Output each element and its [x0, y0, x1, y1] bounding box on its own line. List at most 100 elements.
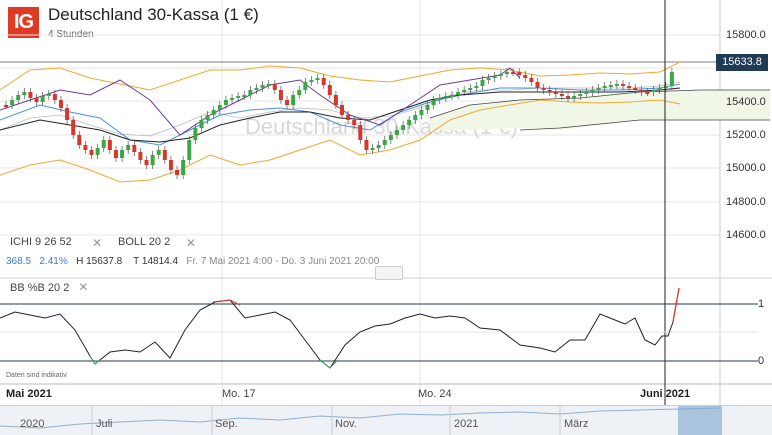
candle-body — [529, 78, 534, 82]
candle-body — [572, 96, 577, 98]
candle-body — [58, 100, 63, 108]
candle-body — [364, 140, 369, 150]
price-tick: 14600.0 — [726, 229, 766, 241]
candle-body — [175, 170, 180, 175]
candle-body — [83, 145, 88, 150]
candle-body — [669, 72, 674, 86]
panel-resize-handle[interactable] — [375, 266, 403, 280]
close-icon[interactable]: ✕ — [78, 280, 89, 294]
bollinger-label[interactable]: BOLL 20 2 — [118, 236, 171, 248]
candle-body — [566, 96, 571, 98]
price-tick: 15000.0 — [726, 162, 766, 174]
candle-body — [474, 86, 479, 88]
change-percent: 2.41% — [39, 256, 68, 267]
candle-body — [34, 98, 39, 102]
candle-body — [40, 96, 45, 102]
candle-body — [401, 125, 406, 130]
candle-body — [285, 100, 290, 105]
candle-body — [181, 160, 186, 175]
candle-body — [596, 88, 601, 90]
change-value: 368.5 — [6, 256, 32, 267]
candle-body — [657, 88, 662, 90]
candle-body — [437, 98, 442, 100]
candle-body — [46, 94, 51, 96]
close-icon[interactable]: ✕ — [92, 236, 103, 250]
bollinger-upper — [0, 61, 681, 91]
navigator-window — [678, 406, 722, 435]
navigator-label: Juli — [96, 418, 113, 430]
candle-body — [456, 92, 461, 95]
price-tick: 15800.0 — [726, 29, 766, 41]
price-stats: 368.5 2.41% H 15637.8 T 14814.4 Fr. 7 Ma… — [6, 256, 379, 267]
price-tick: 14800.0 — [726, 196, 766, 208]
navigator-label: März — [564, 418, 589, 430]
candle-body — [315, 78, 320, 80]
navigator-label: Sep. — [215, 418, 238, 430]
price-tick: 15400.0 — [726, 96, 766, 108]
candle-body — [541, 88, 546, 90]
candle-body — [614, 84, 619, 86]
candle-body — [663, 86, 668, 88]
candle-body — [132, 145, 137, 152]
candle-body — [205, 115, 210, 120]
bollinger-lower — [0, 99, 681, 183]
instrument-title: Deutschland 30-Kassa (1 €) — [48, 5, 259, 24]
candle-body — [199, 120, 204, 128]
candle-body — [65, 108, 70, 120]
candle-body — [443, 96, 448, 98]
candle-body — [321, 78, 326, 85]
time-label: Mo. 17 — [222, 388, 256, 400]
candle-body — [291, 95, 296, 105]
candle-body — [113, 150, 118, 158]
candle-body — [223, 100, 228, 105]
candle-body — [486, 78, 491, 80]
ichimoku-label[interactable]: ICHI 9 26 52 — [10, 236, 72, 248]
time-label: Juni 2021 — [640, 388, 691, 400]
kijun-sen — [0, 87, 681, 143]
candle-body — [120, 150, 125, 158]
candle-body — [504, 72, 509, 74]
candle-body — [602, 86, 607, 88]
chikou-span — [0, 67, 521, 136]
candle-body — [187, 140, 192, 160]
candle-body — [388, 135, 393, 140]
candle-body — [297, 90, 302, 95]
candle-body — [449, 95, 454, 97]
candle-body — [425, 105, 430, 110]
disclaimer-text: Daten sind indikativ — [6, 372, 67, 379]
candle-body — [547, 90, 552, 92]
candle-body — [346, 115, 351, 120]
candle-body — [309, 80, 314, 82]
candle-body — [468, 88, 473, 90]
candle-body — [382, 140, 387, 145]
time-navigator[interactable] — [0, 405, 772, 435]
bb-percent-label[interactable]: BB %B 20 2 ✕ — [10, 280, 88, 294]
candle-body — [22, 92, 27, 95]
candle-body — [230, 98, 235, 100]
candle-body — [242, 95, 247, 97]
candle-body — [217, 105, 222, 110]
close-icon[interactable]: ✕ — [186, 236, 197, 250]
senkou-b-line — [519, 119, 770, 131]
candle-body — [608, 85, 613, 87]
candle-body — [553, 92, 558, 94]
time-label: Mai 2021 — [6, 388, 52, 400]
candle-body — [431, 100, 436, 105]
candle-body — [651, 90, 656, 92]
candle-body — [28, 92, 33, 98]
candle-body — [10, 100, 15, 105]
candle-body — [168, 160, 173, 170]
candlestick-series — [4, 68, 674, 179]
price-tick: 15200.0 — [726, 129, 766, 141]
candle-body — [162, 150, 167, 160]
date-range: Fr. 7 Mai 2021 4:00 - Do. 3 Juni 2021 20… — [186, 256, 380, 267]
candle-body — [272, 84, 277, 90]
candle-body — [407, 120, 412, 125]
candle-body — [352, 120, 357, 125]
bb-tick: 1 — [758, 298, 765, 310]
candle-body — [584, 92, 589, 94]
tenkan-sen — [0, 83, 681, 146]
bb-percent-line — [0, 287, 680, 369]
high-value: H 15637.8 — [76, 256, 123, 267]
